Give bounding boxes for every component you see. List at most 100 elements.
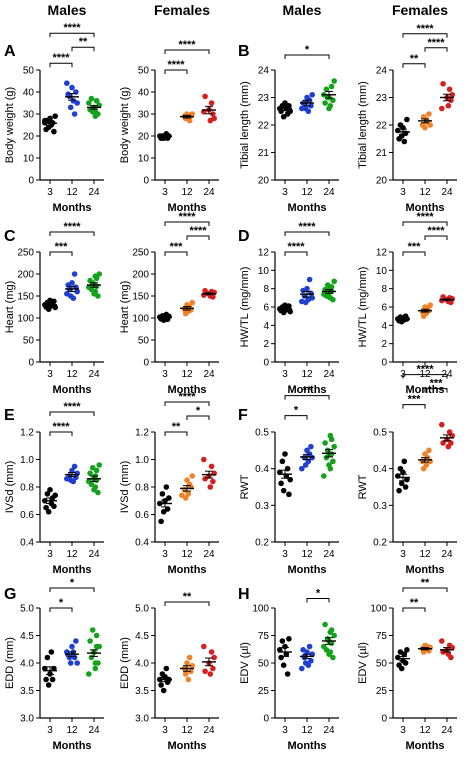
- x-tick-label: 3: [47, 187, 53, 198]
- data-point: [201, 643, 207, 650]
- y-tick-label: 10: [138, 154, 150, 165]
- y-tick-label: 25: [258, 686, 270, 697]
- significance-label: ****: [427, 225, 445, 237]
- data-point: [280, 113, 287, 120]
- significance-bracket: [402, 404, 426, 409]
- chart-panel-H: 0 25 50 75 100 3 12 24 Months EDV (µl) *: [239, 588, 339, 752]
- x-tick-label: 3: [162, 549, 168, 560]
- significance-label: ****: [52, 421, 70, 433]
- data-point: [202, 668, 208, 675]
- x-tick-label: 24: [88, 549, 100, 560]
- data-point: [64, 475, 70, 482]
- significance-bracket: [402, 221, 448, 226]
- data-point: [158, 518, 164, 525]
- data-point: [182, 671, 189, 677]
- data-point: [402, 484, 409, 490]
- x-tick-label: 24: [441, 725, 453, 736]
- significance-label: ****: [287, 241, 305, 253]
- x-axis-title: Months: [167, 564, 206, 576]
- data-point: [44, 491, 51, 497]
- data-point: [64, 80, 70, 86]
- x-tick-label: 12: [181, 549, 193, 560]
- x-tick-label: 24: [441, 549, 453, 560]
- data-point: [426, 111, 432, 117]
- data-point: [426, 447, 432, 454]
- data-point: [96, 462, 102, 468]
- data-point: [207, 484, 214, 490]
- y-axis-title: Tibial length (mm): [239, 81, 251, 169]
- data-point: [65, 91, 71, 97]
- data-point: [70, 478, 77, 485]
- data-point: [299, 465, 305, 472]
- x-tick-label: 24: [323, 369, 335, 380]
- y-tick-label: 20: [258, 176, 270, 187]
- significance-label: ****: [63, 401, 81, 413]
- y-tick-label: 0.2: [373, 538, 387, 549]
- data-point: [184, 477, 190, 483]
- data-point: [449, 432, 456, 439]
- data-point: [69, 84, 75, 91]
- column-header-2: Females: [154, 2, 210, 18]
- data-point: [331, 78, 338, 84]
- data-point: [211, 654, 217, 661]
- data-point: [309, 651, 316, 657]
- significance-label: **: [183, 591, 192, 603]
- x-tick-label: 24: [88, 187, 100, 198]
- y-tick-label: 10: [23, 154, 35, 165]
- data-point: [70, 295, 77, 302]
- data-point: [321, 473, 327, 479]
- y-tick-label: 5.0: [135, 604, 149, 615]
- data-point: [184, 660, 190, 666]
- panel-letter-B: B: [238, 43, 250, 60]
- significance-label: *: [196, 405, 201, 417]
- data-point: [299, 298, 305, 305]
- significance-label: **: [79, 36, 88, 48]
- x-tick-label: 12: [301, 549, 313, 560]
- data-point: [323, 647, 330, 653]
- y-tick-label: 0.5: [373, 428, 387, 439]
- data-point: [422, 124, 428, 131]
- data-point: [440, 440, 446, 446]
- y-tick-label: 0.8: [20, 483, 34, 494]
- x-tick-label: 12: [181, 725, 193, 736]
- significance-label: ***: [408, 394, 422, 406]
- x-tick-label: 24: [323, 187, 335, 198]
- data-point: [43, 676, 49, 683]
- column-header-4: Females: [392, 2, 448, 18]
- data-point: [67, 660, 74, 666]
- data-point: [89, 627, 96, 633]
- significance-label: **: [303, 385, 312, 397]
- data-point: [93, 643, 100, 650]
- significance-label: ****: [178, 39, 196, 51]
- data-point: [92, 660, 99, 666]
- y-tick-label: 22: [258, 121, 270, 132]
- y-tick-label: 100: [17, 314, 34, 325]
- y-tick-label: 0.4: [255, 464, 269, 475]
- data-point: [92, 113, 99, 119]
- significance-bracket: [402, 63, 426, 68]
- data-point: [164, 506, 171, 512]
- data-point: [323, 86, 330, 93]
- x-tick-label: 12: [419, 549, 431, 560]
- y-tick-label: 1.0: [135, 455, 149, 466]
- significance-bracket: [164, 221, 210, 226]
- data-point: [439, 421, 445, 428]
- significance-label: ***: [55, 241, 69, 253]
- x-axis-title: Months: [405, 740, 444, 752]
- significance-bracket: [164, 69, 188, 74]
- data-point: [299, 105, 305, 112]
- x-tick-label: 12: [419, 725, 431, 736]
- y-tick-label: 200: [17, 270, 34, 281]
- x-tick-label: 12: [181, 369, 193, 380]
- y-tick-label: 1.2: [20, 428, 34, 439]
- data-point: [202, 475, 208, 482]
- y-tick-label: 0: [381, 358, 387, 369]
- y-tick-label: 30: [23, 110, 35, 121]
- x-tick-label: 12: [66, 725, 78, 736]
- significance-label: ***: [170, 241, 184, 253]
